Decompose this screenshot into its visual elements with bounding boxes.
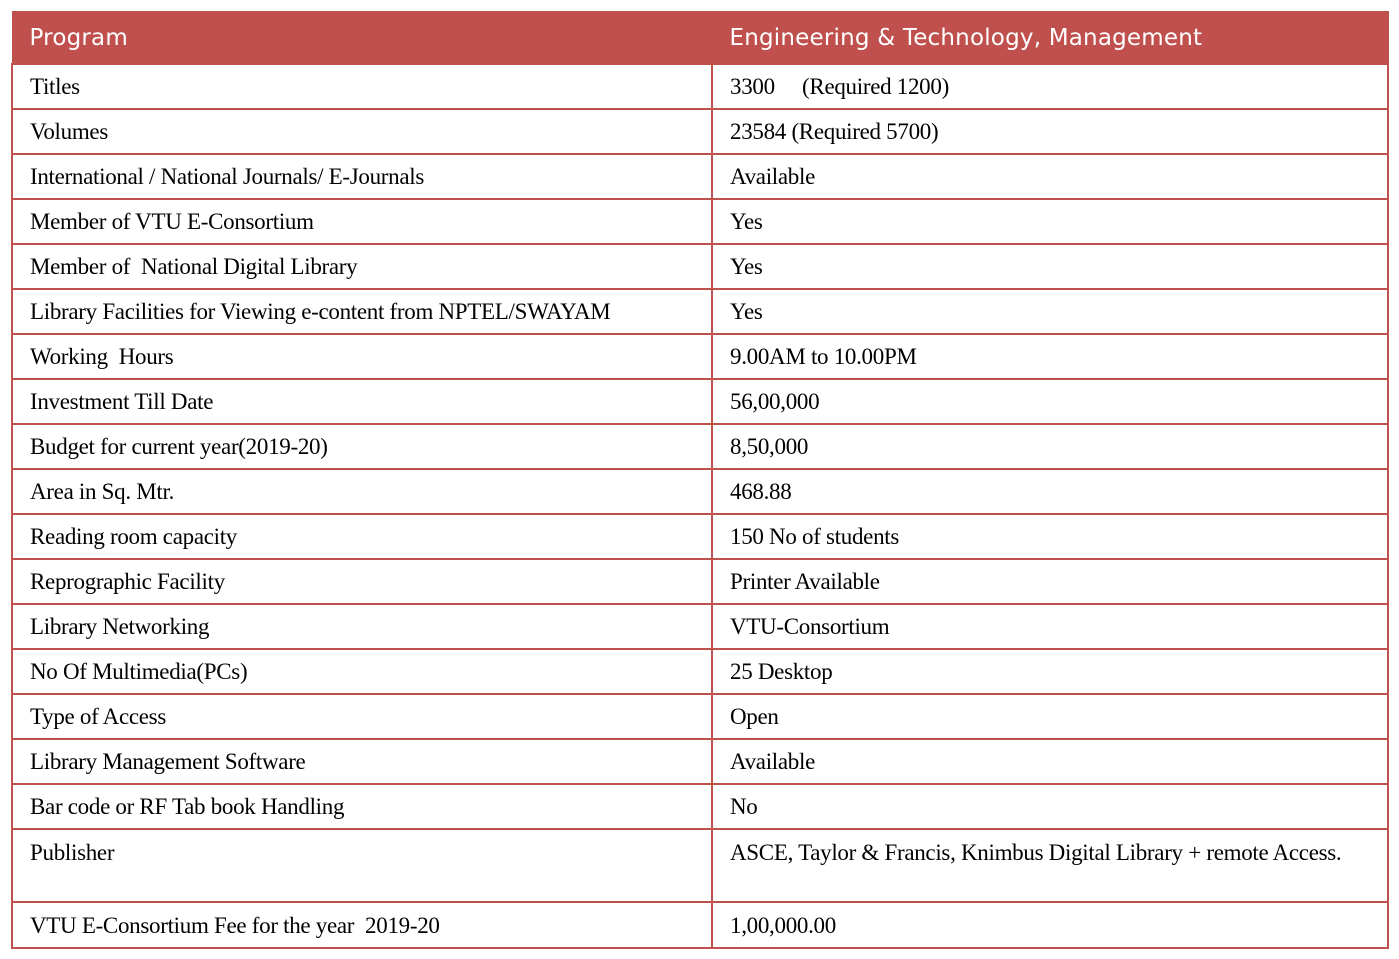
row-label: Publisher [11, 828, 713, 903]
row-value: Yes [711, 243, 1389, 290]
table-row: Member of National Digital Library Yes [11, 243, 1389, 290]
header-program-value: Engineering & Technology, Management [711, 11, 1389, 65]
table-row: Library Management Software Available [11, 738, 1389, 785]
table-row: VTU E-Consortium Fee for the year 2019-2… [11, 901, 1389, 949]
row-label: Library Facilities for Viewing e-content… [11, 288, 713, 335]
row-label: Library Management Software [11, 738, 713, 785]
table-row: Library Networking VTU-Consortium [11, 603, 1389, 650]
row-value: 3300 (Required 1200) [711, 63, 1389, 110]
row-label: Budget for current year(2019-20) [11, 423, 713, 470]
row-value: VTU-Consortium [711, 603, 1389, 650]
table-row: Type of Access Open [11, 693, 1389, 740]
row-value: Yes [711, 288, 1389, 335]
row-label: VTU E-Consortium Fee for the year 2019-2… [11, 901, 713, 949]
table-row: Budget for current year(2019-20) 8,50,00… [11, 423, 1389, 470]
table-row: Investment Till Date 56,00,000 [11, 378, 1389, 425]
row-label: Volumes [11, 108, 713, 155]
row-label: Type of Access [11, 693, 713, 740]
row-value: No [711, 783, 1389, 830]
row-label: International / National Journals/ E-Jou… [11, 153, 713, 200]
table-row: Publisher ASCE, Taylor & Francis, Knimbu… [11, 828, 1389, 903]
row-value: Available [711, 153, 1389, 200]
row-label: Library Networking [11, 603, 713, 650]
row-value: 1,00,000.00 [711, 901, 1389, 949]
row-value: Printer Available [711, 558, 1389, 605]
row-label: No Of Multimedia(PCs) [11, 648, 713, 695]
row-label: Investment Till Date [11, 378, 713, 425]
table-row: Volumes 23584 (Required 5700) [11, 108, 1389, 155]
header-program: Program [11, 11, 713, 65]
row-label: Titles [11, 63, 713, 110]
table-row: International / National Journals/ E-Jou… [11, 153, 1389, 200]
table-row: Member of VTU E-Consortium Yes [11, 198, 1389, 245]
row-label: Working Hours [11, 333, 713, 380]
table-row: Reading room capacity 150 No of students [11, 513, 1389, 560]
table-row: Titles 3300 (Required 1200) [11, 63, 1389, 110]
row-label: Area in Sq. Mtr. [11, 468, 713, 515]
row-label: Member of VTU E-Consortium [11, 198, 713, 245]
table-row: Library Facilities for Viewing e-content… [11, 288, 1389, 335]
library-info-table: Program Engineering & Technology, Manage… [11, 11, 1389, 949]
row-value: Open [711, 693, 1389, 740]
table-header-row: Program Engineering & Technology, Manage… [11, 11, 1389, 65]
row-value: 468.88 [711, 468, 1389, 515]
row-value: 8,50,000 [711, 423, 1389, 470]
table-row: Area in Sq. Mtr. 468.88 [11, 468, 1389, 515]
table-row: Reprographic Facility Printer Available [11, 558, 1389, 605]
row-label: Reprographic Facility [11, 558, 713, 605]
row-value: 25 Desktop [711, 648, 1389, 695]
row-value: 56,00,000 [711, 378, 1389, 425]
row-label: Reading room capacity [11, 513, 713, 560]
row-value: Available [711, 738, 1389, 785]
row-value: Yes [711, 198, 1389, 245]
table-row: Working Hours 9.00AM to 10.00PM [11, 333, 1389, 380]
table-row: Bar code or RF Tab book Handling No [11, 783, 1389, 830]
table-row: No Of Multimedia(PCs) 25 Desktop [11, 648, 1389, 695]
row-label: Bar code or RF Tab book Handling [11, 783, 713, 830]
row-value: 150 No of students [711, 513, 1389, 560]
row-label: Member of National Digital Library [11, 243, 713, 290]
row-value: 9.00AM to 10.00PM [711, 333, 1389, 380]
row-value: 23584 (Required 5700) [711, 108, 1389, 155]
row-value: ASCE, Taylor & Francis, Knimbus Digital … [711, 828, 1389, 903]
